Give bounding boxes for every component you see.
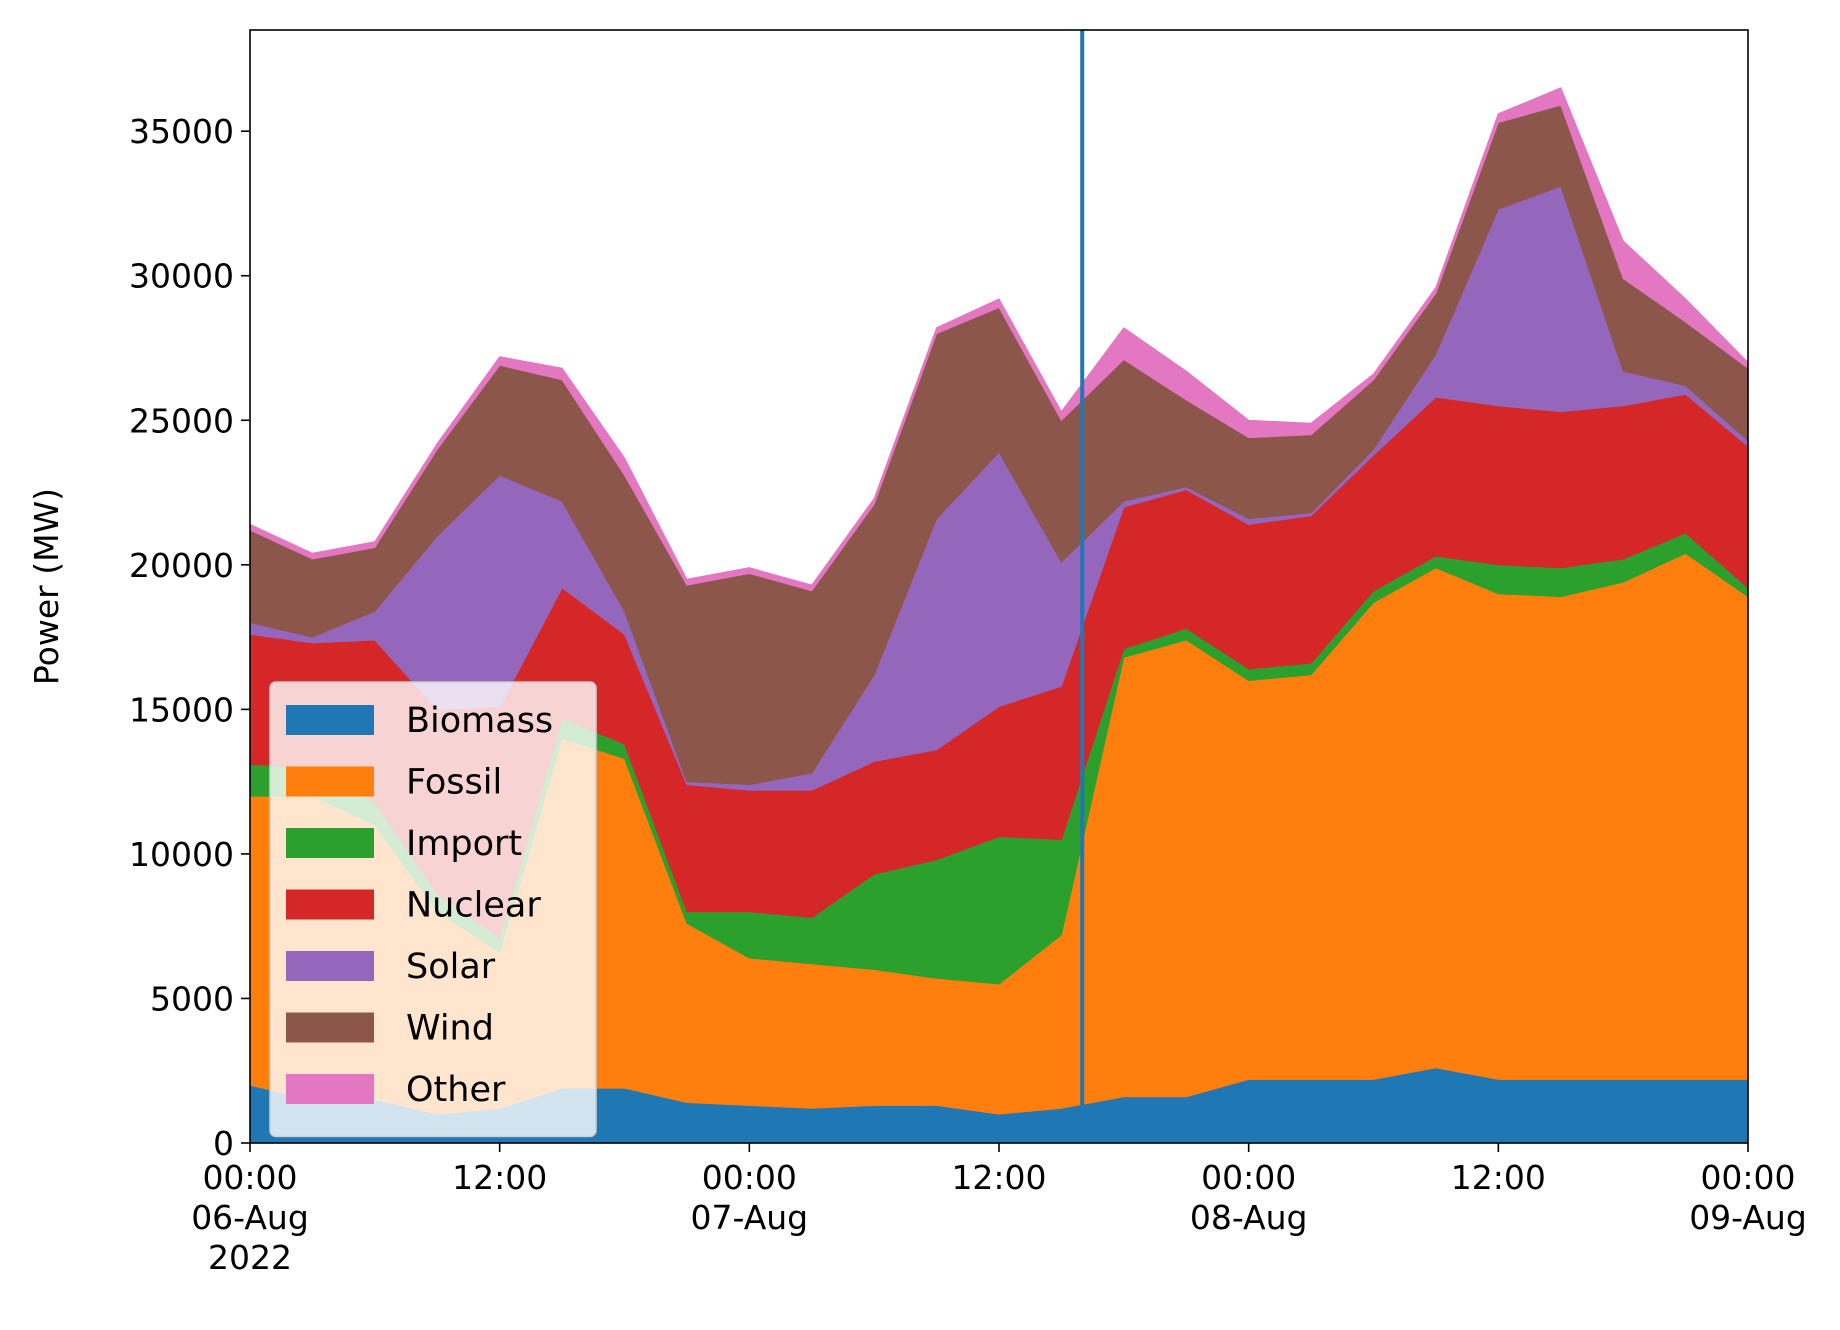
y-tick-label: 20000	[129, 546, 234, 585]
legend-label-other: Other	[406, 1070, 506, 1110]
x-tick-label: 09-Aug	[1689, 1198, 1807, 1237]
x-tick-label: 2022	[208, 1238, 292, 1277]
x-tick-label: 00:00	[1201, 1158, 1296, 1197]
legend-swatch-fossil	[286, 766, 374, 797]
x-tick-label: 00:00	[202, 1158, 297, 1197]
y-tick-label: 35000	[129, 112, 234, 151]
legend: Biomass Fossil Import Nuclear Solar Wind Other	[269, 681, 597, 1138]
y-tick-label: 15000	[129, 690, 234, 729]
legend-swatch-wind	[286, 1012, 374, 1043]
legend-label-fossil: Fossil	[406, 763, 502, 803]
x-tick-label: 00:00	[1700, 1158, 1795, 1197]
y-tick-label: 10000	[129, 835, 234, 874]
x-tick-label: 00:00	[702, 1158, 797, 1197]
legend-label-biomass: Biomass	[406, 701, 553, 741]
legend-swatch-nuclear	[286, 889, 374, 920]
legend-label-solar: Solar	[406, 947, 496, 987]
legend-swatch-import	[286, 828, 374, 858]
legend-label-import: Import	[406, 824, 522, 864]
y-tick-label: 30000	[129, 257, 234, 296]
x-tick-label: 08-Aug	[1190, 1198, 1308, 1237]
y-axis-label: Power (MW)	[27, 488, 66, 685]
x-tick-label: 12:00	[452, 1158, 547, 1197]
x-tick-label: 12:00	[1451, 1158, 1546, 1197]
legend-label-nuclear: Nuclear	[406, 886, 541, 926]
legend-swatch-biomass	[286, 705, 374, 735]
x-tick-label: 12:00	[951, 1158, 1046, 1197]
legend-swatch-other	[286, 1074, 374, 1104]
y-tick-label: 0	[213, 1124, 234, 1163]
y-axis-ticks: 0 5000 10000 15000 20000 25000 30000 35000	[129, 112, 250, 1163]
legend-label-wind: Wind	[406, 1009, 494, 1049]
series-areas	[249, 87, 1749, 1144]
legend-swatch-solar	[286, 951, 374, 981]
x-tick-label: 06-Aug	[191, 1198, 309, 1237]
y-tick-label: 5000	[150, 979, 234, 1018]
y-tick-label: 25000	[129, 401, 234, 440]
x-tick-label: 07-Aug	[691, 1198, 809, 1237]
